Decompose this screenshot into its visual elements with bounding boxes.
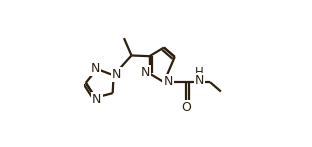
Text: O: O bbox=[181, 101, 191, 114]
Text: N: N bbox=[92, 93, 102, 106]
Text: N: N bbox=[163, 75, 173, 88]
Text: N: N bbox=[112, 68, 121, 81]
Text: N: N bbox=[141, 66, 150, 79]
Text: N: N bbox=[91, 62, 100, 75]
Text: H: H bbox=[195, 66, 204, 79]
Text: N: N bbox=[195, 74, 204, 87]
